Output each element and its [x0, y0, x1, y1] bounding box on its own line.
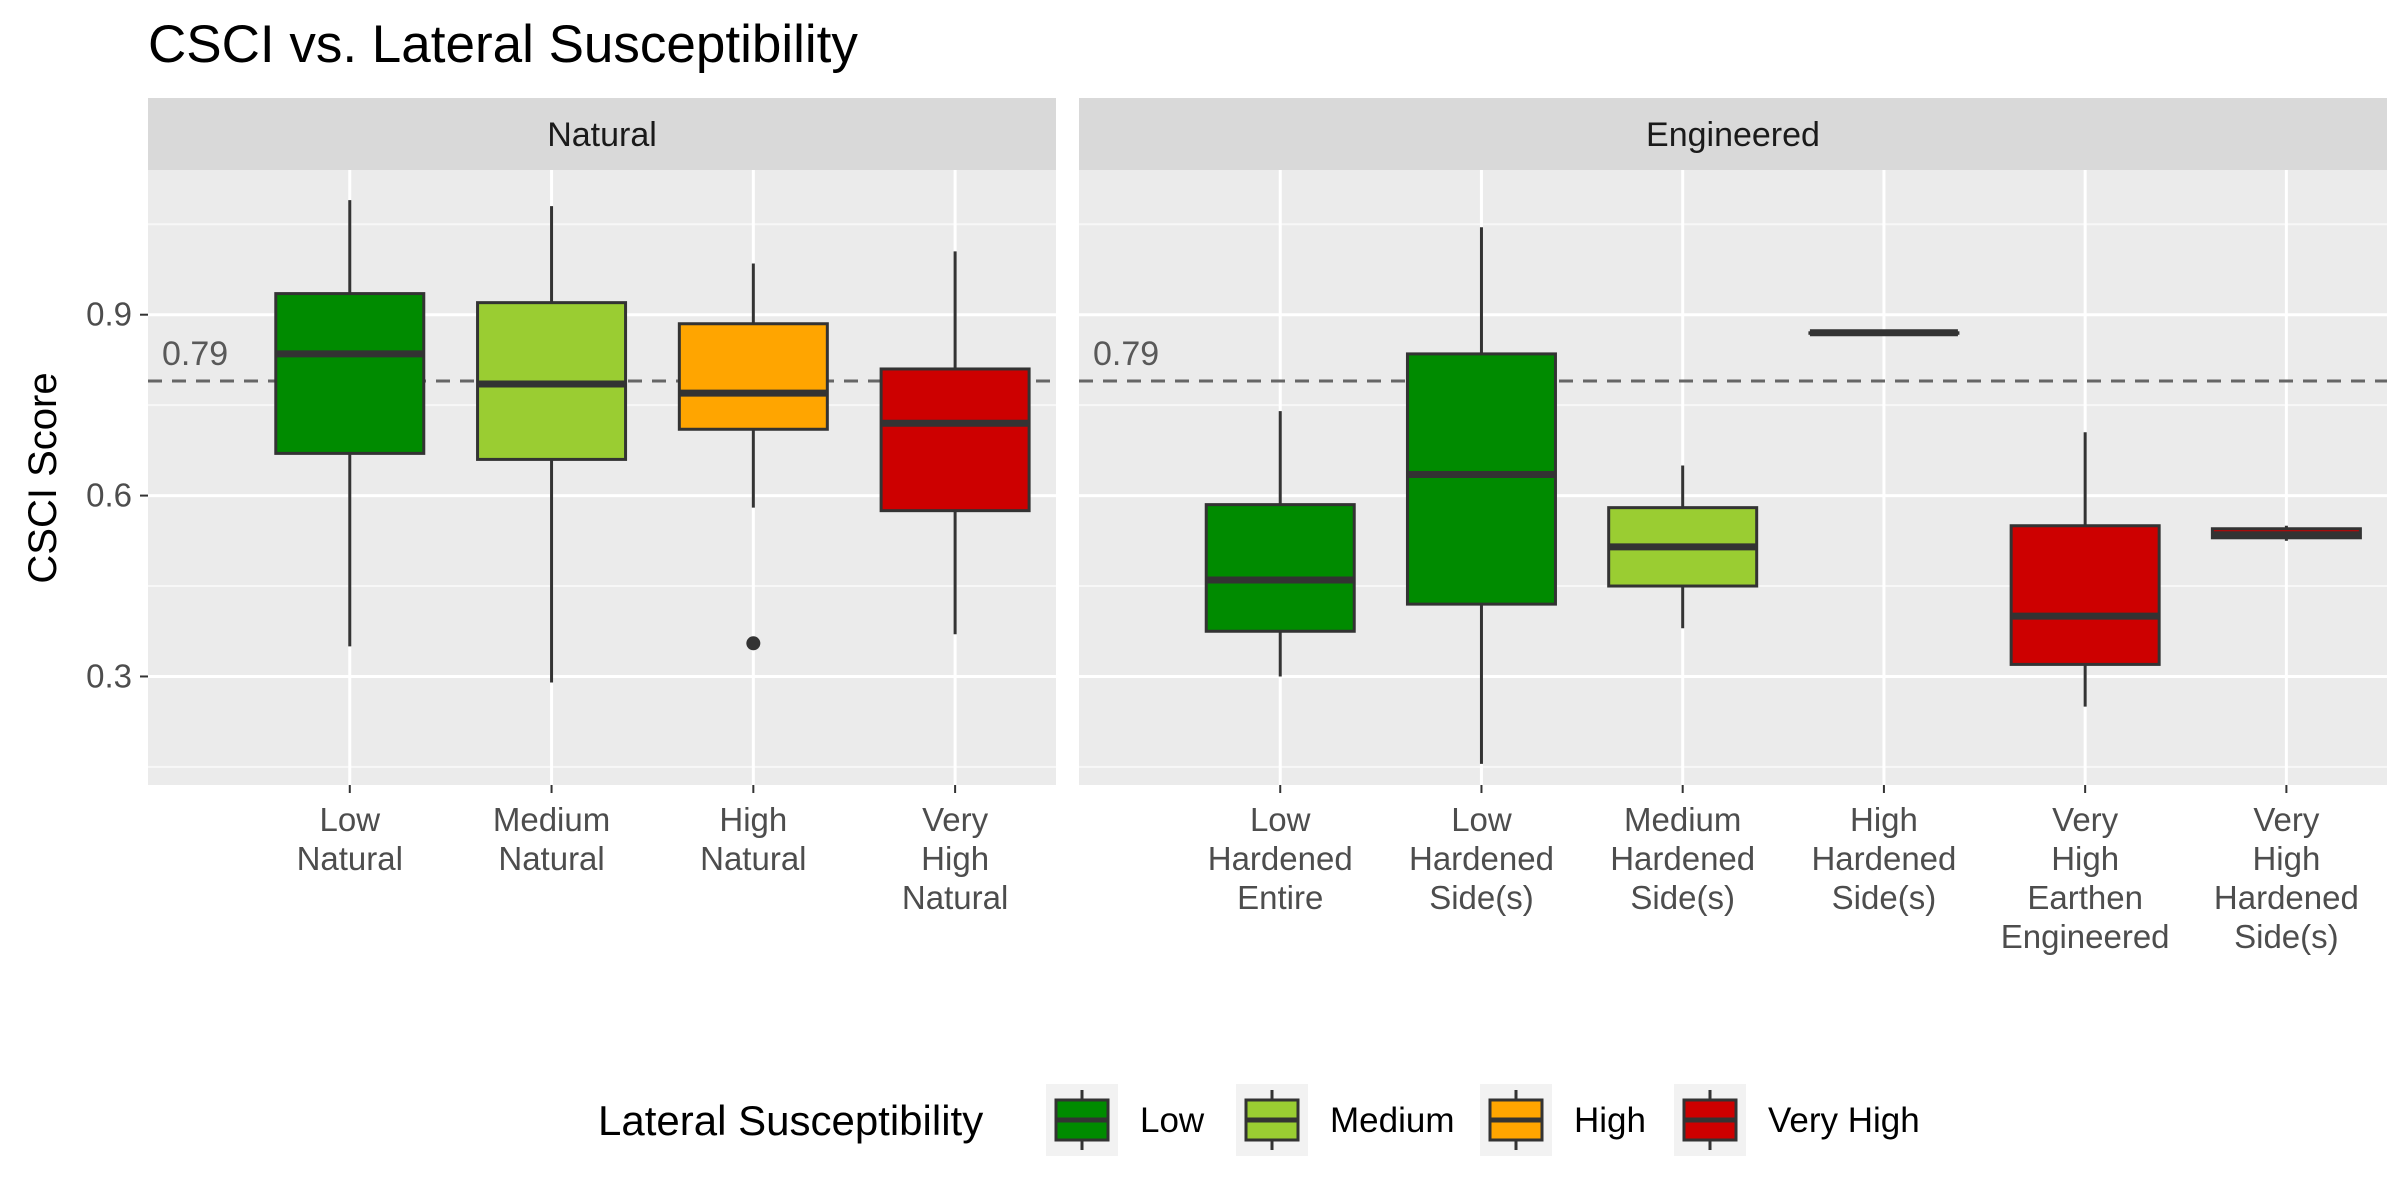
- x-tick-label-line: Side(s): [2234, 918, 2339, 955]
- x-tick-label-line: Hardened: [1811, 840, 1956, 877]
- chart-title: CSCI vs. Lateral Susceptibility: [148, 15, 858, 74]
- legend-label: Medium: [1330, 1101, 1454, 1140]
- box-body: [677, 322, 829, 431]
- x-tick-label: Very High Earthen Engineered: [2001, 801, 2170, 955]
- x-tick-label-line: Low: [1250, 801, 1311, 838]
- box-body: [1405, 352, 1557, 606]
- legend-title: Lateral Susceptibility: [598, 1097, 983, 1144]
- x-tick-label-line: Natural: [700, 840, 806, 877]
- x-tick-label-line: Hardened: [1610, 840, 1755, 877]
- x-tick-label-line: Side(s): [1630, 879, 1735, 916]
- box-natural-3: Very High Natural: [879, 251, 1031, 916]
- y-tick-label: 0.9: [86, 296, 132, 333]
- x-tick-label-line: High: [2051, 840, 2119, 877]
- x-tick-label-line: Low: [1451, 801, 1512, 838]
- legend-label: High: [1574, 1101, 1646, 1140]
- box-engineered-5: Very High Hardened Side(s): [2210, 525, 2362, 955]
- x-tick-label-line: Entire: [1237, 879, 1323, 916]
- x-tick-label: Medium Natural: [493, 801, 610, 877]
- box-engineered-4: Very High Earthen Engineered: [2001, 432, 2170, 955]
- legend-item-low: Low: [1046, 1084, 1205, 1156]
- legend-label: Low: [1140, 1101, 1205, 1140]
- x-tick-label-line: Natural: [902, 879, 1008, 916]
- x-tick-label: Very High Hardened Side(s): [2214, 801, 2359, 955]
- box-engineered-0: Low Hardened Entire: [1204, 411, 1356, 916]
- x-tick-label-line: Earthen: [2027, 879, 2143, 916]
- x-tick-label: Very High Natural: [902, 801, 1008, 916]
- box-engineered-3: High Hardened Side(s): [1808, 329, 1960, 916]
- facet-strip: [148, 98, 1056, 170]
- x-tick-label-line: High: [719, 801, 787, 838]
- x-tick-label-line: Hardened: [1409, 840, 1554, 877]
- x-tick-label-line: Hardened: [2214, 879, 2359, 916]
- box-natural-1: Medium Natural: [476, 206, 628, 877]
- legend-item-very-high: Very High: [1674, 1084, 1920, 1156]
- x-tick-label-line: Very: [922, 801, 989, 838]
- facet-label: Engineered: [1646, 116, 1820, 154]
- x-tick-label-line: Side(s): [1832, 879, 1937, 916]
- legend-item-high: High: [1480, 1084, 1646, 1156]
- x-tick-label-line: High: [1850, 801, 1918, 838]
- x-tick-label-line: Medium: [493, 801, 610, 838]
- box-body: [2009, 524, 2161, 666]
- reference-line-label: 0.79: [1093, 335, 1159, 373]
- box-natural-0: Low Natural: [274, 200, 426, 877]
- box-body: [274, 292, 426, 455]
- x-tick-label-line: High: [921, 840, 989, 877]
- box-natural-2: High Natural: [677, 263, 829, 877]
- x-tick-label: Low Hardened Side(s): [1409, 801, 1554, 916]
- facet-strip: [1079, 98, 2387, 170]
- x-tick-label-line: Hardened: [1208, 840, 1353, 877]
- legend: Lateral Susceptibility Low Medium High Very …: [598, 1084, 1920, 1156]
- x-tick-label-line: Natural: [498, 840, 604, 877]
- panel-background: [1079, 170, 2387, 785]
- box-engineered-1: Low Hardened Side(s): [1405, 227, 1557, 916]
- box-body: [879, 367, 1031, 513]
- x-tick-label-line: Medium: [1624, 801, 1741, 838]
- x-tick-label: Low Hardened Entire: [1208, 801, 1353, 916]
- x-tick-label-line: Low: [320, 801, 381, 838]
- x-tick-label-line: Very: [2253, 801, 2320, 838]
- x-tick-label: Low Natural: [297, 801, 403, 877]
- reference-line-label: 0.79: [162, 335, 228, 373]
- x-tick-label-line: Side(s): [1429, 879, 1534, 916]
- x-tick-label-line: Very: [2052, 801, 2119, 838]
- box-engineered-2: Medium Hardened Side(s): [1607, 465, 1759, 916]
- legend-item-medium: Medium: [1236, 1084, 1454, 1156]
- x-tick-label-line: Engineered: [2001, 918, 2170, 955]
- x-tick-label: High Hardened Side(s): [1811, 801, 1956, 916]
- x-tick-label: High Natural: [700, 801, 806, 877]
- legend-label: Very High: [1768, 1101, 1920, 1140]
- outlier-point: [746, 636, 761, 651]
- y-axis-title: CSCI Score: [21, 372, 65, 583]
- y-tick-label: 0.3: [86, 657, 132, 694]
- x-tick-label-line: Natural: [297, 840, 403, 877]
- y-tick-label: 0.6: [86, 477, 132, 514]
- x-tick-label: Medium Hardened Side(s): [1610, 801, 1755, 916]
- x-tick-label-line: High: [2252, 840, 2320, 877]
- facet-label: Natural: [547, 116, 657, 154]
- box-body: [1204, 503, 1356, 633]
